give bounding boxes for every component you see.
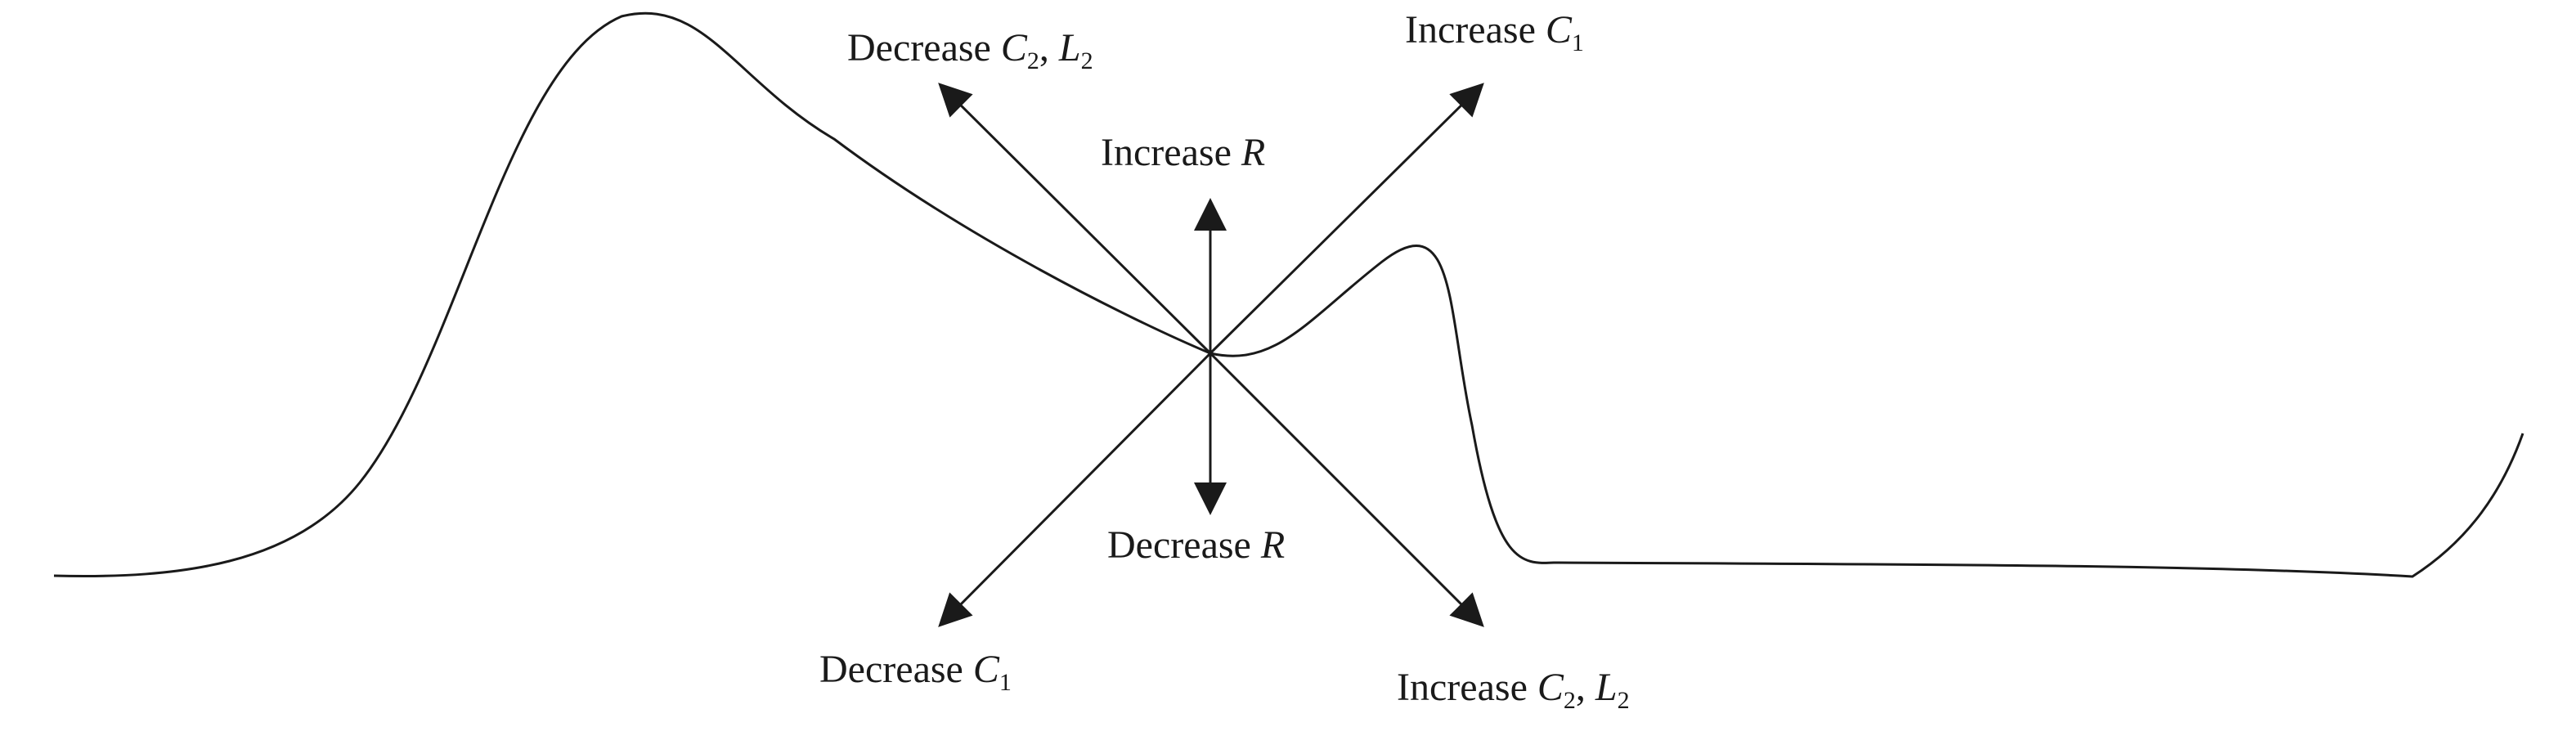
arrow-decrease-c1 bbox=[938, 352, 1212, 627]
response-curve bbox=[53, 11, 2524, 578]
arrow-increase-c1 bbox=[1209, 83, 1484, 355]
arrow-increase-c2-l2 bbox=[1209, 352, 1484, 627]
arrow-decrease-c2-l2 bbox=[938, 83, 1212, 355]
label-increase-c1: Increase C1 bbox=[1405, 8, 1584, 56]
label-decrease-c1: Decrease C1 bbox=[819, 648, 1012, 696]
label-decrease-c2-l2: Decrease C2, L2 bbox=[847, 26, 1093, 74]
label-increase-c2-l2: Increase C2, L2 bbox=[1397, 666, 1630, 714]
label-increase-r: Increase R bbox=[1101, 131, 1265, 174]
label-decrease-r: Decrease R bbox=[1107, 523, 1285, 567]
